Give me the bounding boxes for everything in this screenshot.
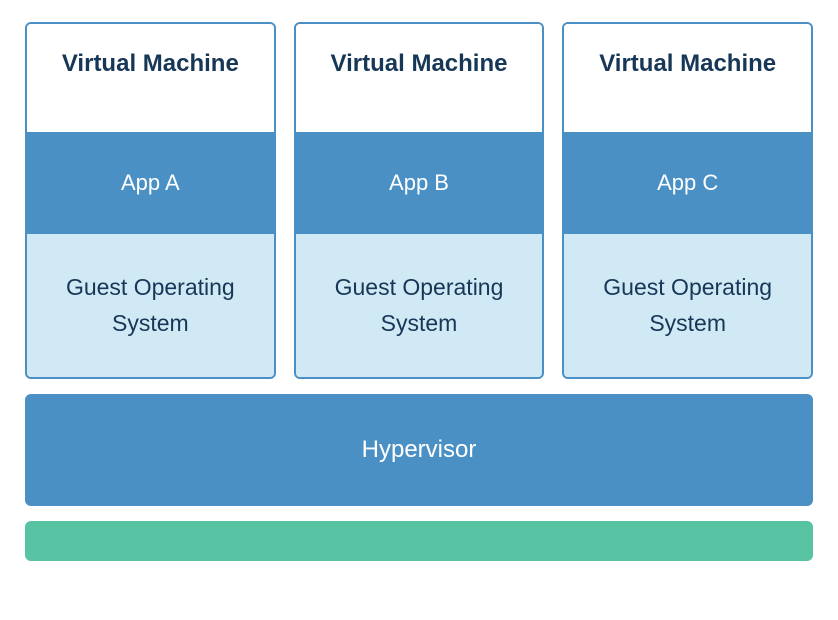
vm-title: Virtual Machine xyxy=(564,24,811,132)
vm-app: App A xyxy=(27,132,274,234)
vm-title: Virtual Machine xyxy=(27,24,274,132)
vm-app: App C xyxy=(564,132,811,234)
vm-box-0: Virtual Machine App A Guest Operating Sy… xyxy=(25,22,276,379)
vm-app: App B xyxy=(296,132,543,234)
vm-row: Virtual Machine App A Guest Operating Sy… xyxy=(25,22,813,379)
vm-box-1: Virtual Machine App B Guest Operating Sy… xyxy=(294,22,545,379)
vm-guest: Guest Operating System xyxy=(27,234,274,377)
vm-guest: Guest Operating System xyxy=(564,234,811,377)
vm-box-2: Virtual Machine App C Guest Operating Sy… xyxy=(562,22,813,379)
hypervisor-layer: Hypervisor xyxy=(25,394,813,506)
bottom-layer xyxy=(25,521,813,561)
vm-guest: Guest Operating System xyxy=(296,234,543,377)
vm-title: Virtual Machine xyxy=(296,24,543,132)
